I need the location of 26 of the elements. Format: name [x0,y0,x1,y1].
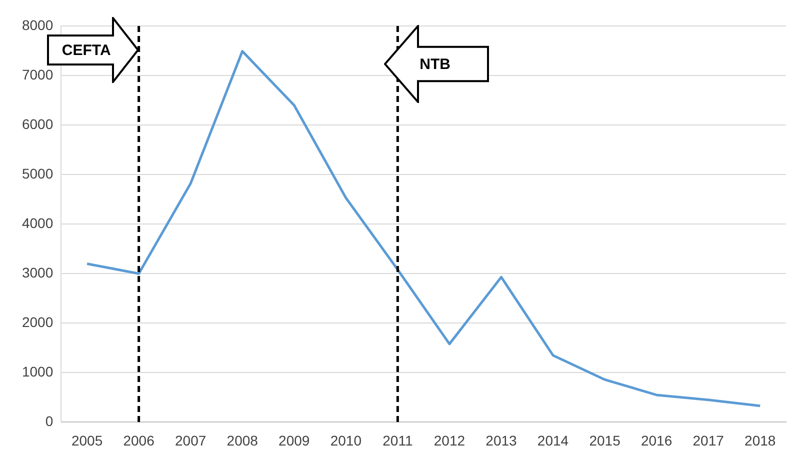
y-tick-label: 7000 [22,66,54,82]
x-tick-label: 2015 [589,432,621,448]
x-tick-label: 2005 [71,432,103,448]
ref-line-label: CEFTA [62,40,111,60]
x-tick-label: 2013 [486,432,518,448]
y-tick-label: 6000 [22,116,54,132]
y-tick-label: 8000 [22,16,54,33]
x-tick-label: 2017 [692,432,724,448]
x-tick-label: 2018 [744,432,776,448]
x-tick-label: 2007 [175,432,206,448]
y-tick-label: 0 [45,413,54,430]
y-tick-label: 3000 [22,264,54,280]
x-tick-label: 2010 [330,432,362,448]
y-tick-label: 2000 [22,314,54,330]
x-tick-label: 2012 [434,432,466,448]
x-tick-label: 2016 [640,432,672,448]
x-tick-label: 2009 [278,432,310,448]
y-tick-label: 5000 [22,165,54,182]
x-tick-label: 2008 [226,432,258,448]
x-tick-label: 2006 [123,432,155,448]
x-tick-label: 2011 [382,432,413,448]
ref-line-label: NTB [420,54,450,74]
y-tick-label: 1000 [22,364,54,380]
x-tick-label: 2014 [537,432,569,448]
arrow-icon: NTB [384,25,489,103]
y-tick-label: 4000 [22,214,54,231]
